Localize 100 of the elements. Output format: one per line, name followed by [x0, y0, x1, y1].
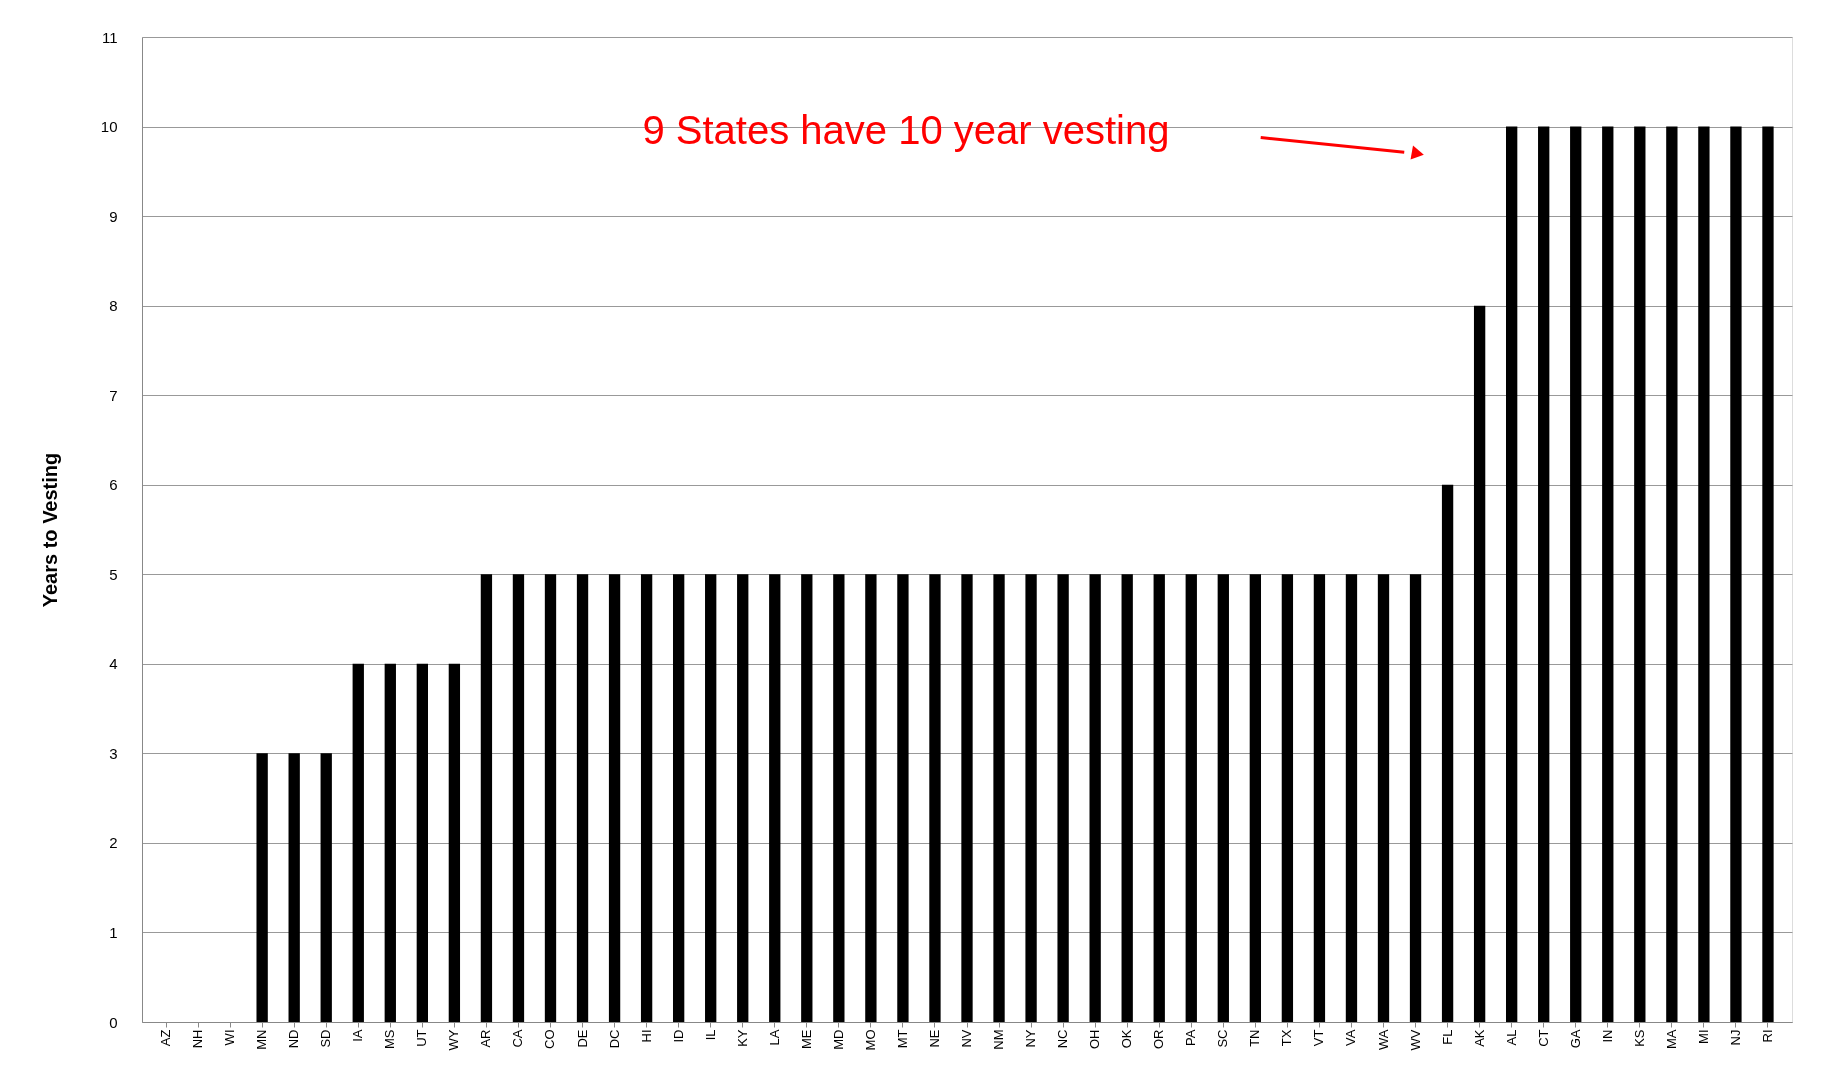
bar: [480, 574, 493, 1022]
bar: [1025, 574, 1037, 1022]
bar: [1602, 126, 1614, 1022]
x-tick-label: NH: [190, 1029, 206, 1049]
x-tick-label: ND: [286, 1029, 302, 1049]
x-tick-label: CO: [542, 1029, 558, 1049]
bar: [1409, 574, 1422, 1022]
y-tick-label: 2: [109, 834, 118, 852]
x-tick-label: NV: [959, 1029, 974, 1048]
x-tick-label: SC: [1215, 1029, 1231, 1048]
bar: [1281, 574, 1294, 1022]
x-tick-label: DC: [606, 1029, 622, 1049]
bar: [320, 753, 332, 1022]
annotation: 9 States have 10 year vesting: [642, 107, 1170, 152]
x-tick-label: NY: [1023, 1029, 1039, 1048]
bar: [1666, 126, 1678, 1022]
bar: [1057, 574, 1069, 1022]
x-tick-label: AR: [478, 1029, 494, 1048]
y-tick-label: 1: [109, 923, 118, 941]
bar: [640, 574, 653, 1022]
x-tick-label: GA: [1567, 1029, 1583, 1049]
y-tick-label: 9: [109, 207, 118, 225]
bar: [448, 663, 461, 1022]
x-tick-label: KS: [1631, 1029, 1647, 1047]
x-tick-label: OR: [1151, 1029, 1167, 1049]
bar: [929, 574, 941, 1022]
x-tick-label: WV: [1407, 1029, 1423, 1051]
bar: [1634, 126, 1646, 1022]
y-tick-label: 7: [109, 386, 118, 404]
x-tick-label: LA: [766, 1029, 782, 1046]
bar: [1570, 126, 1582, 1022]
bar: [705, 574, 717, 1022]
bar: [416, 663, 428, 1022]
x-tick-label: WY: [446, 1029, 462, 1051]
x-tick-label: VT: [1311, 1029, 1327, 1047]
x-tick-label: WA: [1375, 1029, 1391, 1050]
x-tick-label: DE: [574, 1029, 590, 1048]
x-tick-label: ID: [670, 1029, 686, 1043]
bar: [897, 574, 909, 1022]
bar: [1538, 126, 1550, 1022]
bar: [1506, 126, 1518, 1022]
x-tick-label: SD: [318, 1029, 334, 1048]
bar: [993, 574, 1005, 1022]
y-tick-label: 4: [109, 655, 118, 673]
bar: [769, 574, 781, 1022]
x-tick-label: FL: [1439, 1029, 1455, 1045]
x-tick-label: PA: [1183, 1029, 1199, 1046]
bar: [544, 574, 557, 1022]
bar: [833, 574, 845, 1022]
x-tick-label: MT: [894, 1029, 910, 1049]
x-tick-label: OK: [1119, 1029, 1135, 1049]
y-axis-title: Years to Vesting: [38, 452, 61, 608]
x-tick-label: TX: [1279, 1029, 1295, 1047]
bar: [256, 753, 268, 1022]
y-tick-label: 10: [100, 118, 118, 136]
x-tick-label: HI: [638, 1029, 654, 1043]
bar: [1185, 574, 1197, 1022]
bar: [1762, 126, 1774, 1022]
x-tick-label: RI: [1759, 1029, 1775, 1043]
x-tick-label: AZ: [158, 1029, 174, 1047]
x-tick-label: VA: [1343, 1029, 1359, 1046]
x-tick-label: NM: [991, 1029, 1007, 1050]
x-tick-label: MD: [830, 1029, 846, 1050]
x-tick-label: NE: [926, 1029, 942, 1048]
bar: [1730, 126, 1742, 1022]
bar: [961, 574, 973, 1022]
bar: [801, 574, 813, 1022]
x-tick-label: AL: [1503, 1029, 1519, 1046]
x-tick-label: NC: [1055, 1029, 1071, 1049]
bar: [1217, 574, 1229, 1022]
x-tick-label: TN: [1247, 1029, 1263, 1047]
y-tick-label: 0: [109, 1013, 118, 1031]
bar: [608, 574, 621, 1022]
x-tick-label: CT: [1535, 1029, 1551, 1047]
bar: [288, 753, 300, 1022]
x-tick-label: MN: [254, 1029, 270, 1050]
x-tick-label: OH: [1087, 1029, 1103, 1049]
bar: [1698, 126, 1710, 1022]
bar: [576, 574, 589, 1022]
bar: [865, 574, 877, 1022]
x-tick-label: CA: [510, 1029, 526, 1048]
bar: [1121, 574, 1133, 1022]
bar: [1377, 574, 1390, 1022]
y-tick-label: 3: [109, 744, 118, 762]
bar: [1249, 574, 1262, 1022]
y-tick-label: 6: [109, 476, 118, 494]
bar: [384, 663, 396, 1022]
bar: [352, 663, 364, 1022]
x-tick-label: WI: [222, 1029, 238, 1046]
bar: [1313, 574, 1326, 1022]
bar: [1089, 574, 1101, 1022]
x-tick-label: UT: [414, 1029, 430, 1047]
bar: [737, 574, 749, 1022]
y-tick-label: 8: [109, 297, 118, 315]
x-tick-label: IN: [1599, 1029, 1615, 1043]
x-tick-label: IL: [702, 1029, 718, 1041]
x-tick-label: MS: [382, 1029, 398, 1049]
x-tick-label: NJ: [1727, 1029, 1743, 1046]
x-tick-label: AK: [1471, 1029, 1487, 1047]
x-tick-label: ME: [798, 1029, 814, 1049]
